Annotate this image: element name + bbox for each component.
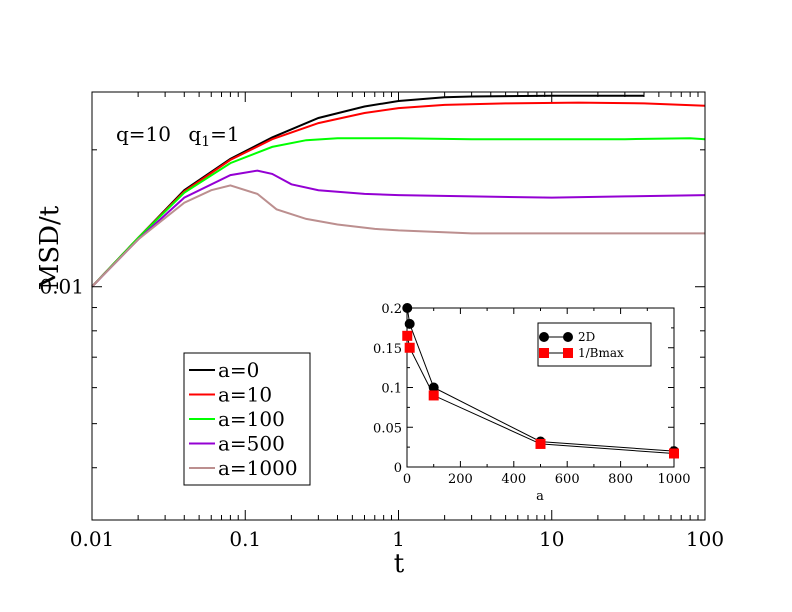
inset-y-tick-label: 0 (394, 461, 402, 476)
inset-point-1-bmax (535, 438, 546, 449)
inset-legend-label-1-bmax: 1/Bmax (578, 346, 624, 360)
inset-legend: 2D 1/Bmax (537, 322, 652, 367)
inset-y-tick-label: 0.2 (381, 302, 402, 317)
inset-point-1-bmax (428, 390, 439, 401)
q1-subscript: 1 (201, 134, 210, 150)
inset-axis-ticks: 0 200 400 600 800 1000 0 0.05 0.1 0.15 0.2 (373, 302, 691, 487)
inset-x-tick-label: 400 (501, 472, 526, 487)
inset-x-axis-label: a (536, 489, 544, 504)
x-tick-label: 1 (392, 527, 405, 551)
legend-label-a-0: a=0 (218, 358, 259, 382)
inset-plot-series (402, 303, 679, 459)
inset-y-tick-label: 0.1 (381, 382, 402, 397)
legend-label-a-500: a=500 (218, 432, 285, 456)
series-line-a-10 (91, 101, 706, 288)
x-tick-label: 0.1 (229, 527, 261, 551)
inset-legend-entries: 2D 1/Bmax (539, 330, 624, 360)
inset-point-1-bmax (669, 448, 679, 459)
x-tick-label: 10 (539, 527, 564, 551)
q-annotation: q=10 (116, 122, 171, 146)
inset-legend-marker-1-bmax (539, 348, 549, 358)
inset-y-tick-label: 0.15 (373, 342, 402, 357)
legend-label-a-10: a=10 (218, 383, 272, 407)
y-axis-label: MSD/t (35, 205, 65, 290)
inset-x-tick-label: 600 (555, 472, 580, 487)
series-line-a-1000 (91, 184, 705, 288)
inset-x-tick-label: 1000 (657, 472, 690, 487)
main-plot-series (91, 94, 706, 288)
q1-annotation: q (188, 122, 201, 146)
inset-legend-marker-2d (539, 332, 549, 342)
parameter-annotation: q=10 q1=1 (116, 122, 240, 150)
inset-legend-box (537, 322, 652, 367)
x-tick-label: 100 (686, 527, 724, 551)
inset-point-1-bmax (404, 342, 415, 353)
inset-x-tick-label: 200 (448, 472, 473, 487)
q1-value: =1 (210, 122, 239, 146)
legend-label-a-1000: a=1000 (218, 456, 298, 480)
inset-x-tick-label: 800 (608, 472, 633, 487)
inset-legend-marker-1-bmax (563, 348, 573, 358)
inset-x-tick-label: 0 (403, 472, 411, 487)
main-axis-ticks: 0.01 0.1 1 10 1000.01 (39, 92, 724, 551)
inset-legend-marker-2d (563, 332, 573, 342)
inset-point-2d (402, 303, 413, 313)
inset-point-1-bmax (402, 330, 413, 341)
x-axis-label: t (394, 549, 405, 579)
inset-legend-label-2d: 2D (578, 330, 595, 344)
series-line-a-100 (91, 137, 706, 288)
inset-point-2d (404, 318, 415, 329)
inset-y-tick-label: 0.05 (373, 421, 402, 436)
legend-label-a-100: a=100 (218, 407, 285, 431)
series-line-a-500 (91, 169, 706, 288)
x-tick-label: 0.01 (70, 527, 115, 551)
y-tick-label: 0.01 (39, 275, 84, 299)
